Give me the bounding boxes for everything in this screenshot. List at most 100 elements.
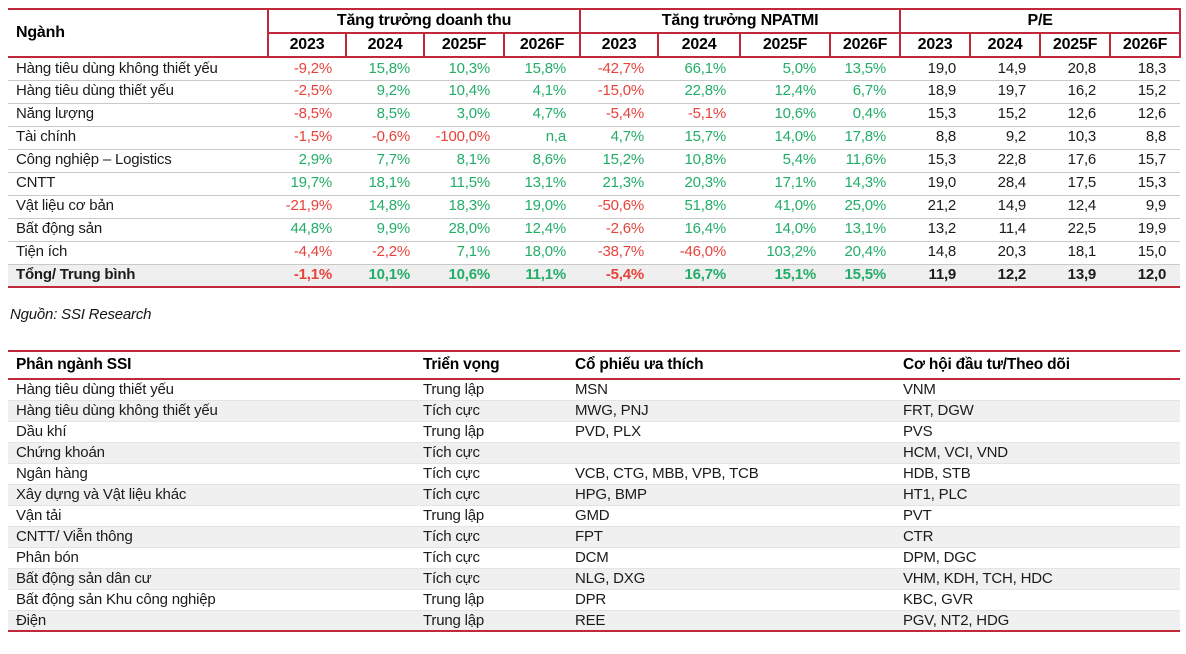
sector-name-cell: Hàng tiêu dùng thiết yếu xyxy=(8,379,415,401)
preferred-stocks-cell: DPR xyxy=(567,589,895,611)
table1-total-row: Tổng/ Trung bình -1,1% 10,1% 10,6% 11,1% -5,4… xyxy=(8,264,1181,288)
table1-year-header: 2024 xyxy=(657,33,741,58)
outlook-cell: Trung lập xyxy=(415,610,567,632)
watchlist-cell: HDB, STB xyxy=(895,463,1180,485)
preferred-stocks-cell: HPG, BMP xyxy=(567,484,895,506)
npatmi-growth-cell: 0,4% xyxy=(830,103,901,127)
preferred-stocks-cell: FPT xyxy=(567,526,895,548)
npatmi-growth-cell: 4,7% xyxy=(580,126,659,150)
sector-name-cell: Hàng tiêu dùng không thiết yếu xyxy=(8,400,415,422)
table2-row: Bất động sản dân cư Tích cực NLG, DXG VHM, … xyxy=(8,568,1180,590)
outlook-cell: Tích cực xyxy=(415,442,567,464)
revenue-growth-cell: -1,5% xyxy=(268,126,346,150)
pe-cell: 13,9 xyxy=(1040,264,1111,288)
npatmi-growth-cell: 21,3% xyxy=(580,172,659,196)
table2-row: Bất động sản Khu công nghiệp Trung lập DPR… xyxy=(8,589,1180,611)
sector-name-cell: Phân bón xyxy=(8,547,415,569)
revenue-growth-cell: 18,1% xyxy=(346,172,424,196)
pe-cell: 19,0 xyxy=(900,57,971,81)
sector-name-cell: Điện xyxy=(8,610,415,632)
watchlist-cell: HCM, VCI, VND xyxy=(895,442,1180,464)
table1-header-sector: Ngành xyxy=(8,8,269,58)
sector-name-cell: Dầu khí xyxy=(8,421,415,443)
sector-name-cell: Bất động sản xyxy=(8,218,268,242)
pe-cell: 15,2 xyxy=(1110,80,1181,104)
sector-name-cell: Tài chính xyxy=(8,126,268,150)
npatmi-growth-cell: 16,4% xyxy=(658,218,741,242)
watchlist-cell: HT1, PLC xyxy=(895,484,1180,506)
sector-name-cell: Công nghiệp – Logistics xyxy=(8,149,268,173)
watchlist-cell: DPM, DGC xyxy=(895,547,1180,569)
npatmi-growth-cell: -15,0% xyxy=(580,80,659,104)
pe-cell: 15,3 xyxy=(1110,172,1181,196)
npatmi-growth-cell: 20,3% xyxy=(658,172,741,196)
npatmi-growth-cell: -38,7% xyxy=(580,241,659,265)
pe-cell: 11,4 xyxy=(970,218,1041,242)
pe-cell: 17,6 xyxy=(1040,149,1111,173)
npatmi-growth-cell: 103,2% xyxy=(740,241,831,265)
outlook-cell: Tích cực xyxy=(415,568,567,590)
watchlist-cell: VNM xyxy=(895,379,1180,401)
table1-row: Công nghiệp – Logistics 2,9% 7,7% 8,1% 8,6% 1… xyxy=(8,149,1181,173)
table2-row: Phân bón Tích cực DCM DPM, DGC xyxy=(8,547,1180,569)
revenue-growth-cell: 19,0% xyxy=(504,195,581,219)
sector-name-cell: Hàng tiêu dùng không thiết yếu xyxy=(8,57,268,81)
report-page: Ngành Tăng trưởng doanh thu Tăng trưởng … xyxy=(8,8,1182,632)
table1-year-header: 2025F xyxy=(1039,33,1111,58)
revenue-growth-cell: 28,0% xyxy=(424,218,504,242)
npatmi-growth-cell: -50,6% xyxy=(580,195,659,219)
pe-cell: 19,0 xyxy=(900,172,971,196)
revenue-growth-cell: 11,5% xyxy=(424,172,504,196)
outlook-cell: Trung lập xyxy=(415,505,567,527)
pe-cell: 12,6 xyxy=(1110,103,1181,127)
table1-year-header: 2024 xyxy=(345,33,424,58)
npatmi-growth-cell: 25,0% xyxy=(830,195,901,219)
revenue-growth-cell: 8,5% xyxy=(346,103,424,127)
pe-cell: 8,8 xyxy=(1110,126,1181,150)
preferred-stocks-cell: MSN xyxy=(567,379,895,401)
pe-cell: 15,7 xyxy=(1110,149,1181,173)
revenue-growth-cell: 11,1% xyxy=(504,264,581,288)
preferred-stocks-cell xyxy=(567,442,895,464)
table2-body: Hàng tiêu dùng thiết yếu Trung lập MSN VNM H… xyxy=(8,379,1180,632)
pe-cell: 15,3 xyxy=(900,149,971,173)
sector-name-cell: Năng lượng xyxy=(8,103,268,127)
npatmi-growth-cell: 15,2% xyxy=(580,149,659,173)
revenue-growth-cell: 7,1% xyxy=(424,241,504,265)
table1-row: Hàng tiêu dùng không thiết yếu -9,2% 15,8%… xyxy=(8,57,1181,81)
pe-cell: 12,6 xyxy=(1040,103,1111,127)
npatmi-growth-cell: 14,0% xyxy=(740,218,831,242)
outlook-cell: Tích cực xyxy=(415,463,567,485)
table1-row: CNTT 19,7% 18,1% 11,5% 13,1% 21,3% 20,3% 17,1% 1… xyxy=(8,172,1181,196)
revenue-growth-cell: -0,6% xyxy=(346,126,424,150)
revenue-growth-cell: 3,0% xyxy=(424,103,504,127)
npatmi-growth-cell: 16,7% xyxy=(658,264,741,288)
npatmi-growth-cell: -5,4% xyxy=(580,264,659,288)
pe-cell: 14,9 xyxy=(970,57,1041,81)
outlook-cell: Tích cực xyxy=(415,547,567,569)
outlook-cell: Trung lập xyxy=(415,589,567,611)
outlook-cell: Trung lập xyxy=(415,421,567,443)
npatmi-growth-cell: 13,1% xyxy=(830,218,901,242)
revenue-growth-cell: -21,9% xyxy=(268,195,346,219)
sector-name-cell: Ngân hàng xyxy=(8,463,415,485)
npatmi-growth-cell: 5,4% xyxy=(740,149,831,173)
pe-cell: 17,5 xyxy=(1040,172,1111,196)
table1-row: Tiện ích -4,4% -2,2% 7,1% 18,0% -38,7% -46,0% 1… xyxy=(8,241,1181,265)
table1-year-header-row: 2023 2024 2025F 2026F 2023 2024 2025F 2026F 2023… xyxy=(8,33,1182,58)
sector-name-cell: CNTT/ Viễn thông xyxy=(8,526,415,548)
table2-row: Điện Trung lập REE PGV, NT2, HDG xyxy=(8,610,1180,632)
revenue-growth-cell: 15,8% xyxy=(346,57,424,81)
revenue-growth-cell: 8,6% xyxy=(504,149,581,173)
table1-year-header: 2025F xyxy=(423,33,504,58)
pe-cell: 15,0 xyxy=(1110,241,1181,265)
revenue-growth-cell: 9,2% xyxy=(346,80,424,104)
pe-cell: 13,2 xyxy=(900,218,971,242)
revenue-growth-cell: 18,0% xyxy=(504,241,581,265)
table2-header-row: Phân ngành SSI Triển vọng Cổ phiếu ưa thíc… xyxy=(8,350,1180,380)
pe-cell: 14,9 xyxy=(970,195,1041,219)
pe-cell: 12,4 xyxy=(1040,195,1111,219)
pe-cell: 22,8 xyxy=(970,149,1041,173)
npatmi-growth-cell: 14,3% xyxy=(830,172,901,196)
watchlist-cell: PGV, NT2, HDG xyxy=(895,610,1180,632)
